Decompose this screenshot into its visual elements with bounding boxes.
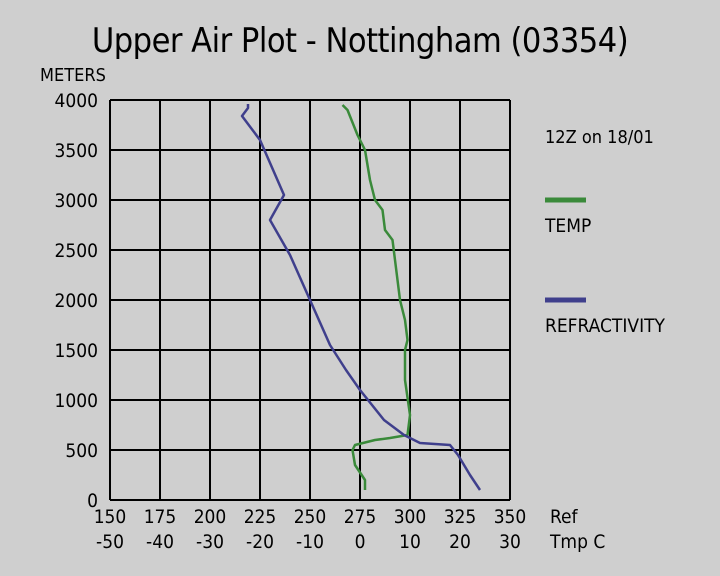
y-tick-label: 2000 bbox=[55, 290, 99, 312]
x-tick-label: -30 bbox=[196, 531, 224, 553]
x-tick-label: 10 bbox=[399, 531, 421, 553]
x-tick-label: 300 bbox=[394, 506, 427, 528]
x-axis-label: Ref bbox=[550, 506, 579, 528]
legend-label: REFRACTIVITY bbox=[545, 315, 666, 337]
x-tick-label: -20 bbox=[246, 531, 274, 553]
x-tick-label: -40 bbox=[146, 531, 174, 553]
y-tick-label: 4000 bbox=[55, 90, 99, 112]
series-line-refractivity bbox=[240, 104, 482, 491]
y-tick-label: 2500 bbox=[55, 240, 99, 262]
y-tick-label: 3000 bbox=[55, 190, 99, 212]
y-axis-label: METERS bbox=[40, 65, 106, 86]
series-layer bbox=[240, 104, 482, 491]
x-tick-label: 275 bbox=[344, 506, 377, 528]
x-axis-ticks: 150 175 200 225 250 275 300 325 350 Ref-50 -40 -30-… bbox=[94, 506, 606, 553]
x-tick-label: 225 bbox=[244, 506, 277, 528]
y-tick-label: 1000 bbox=[55, 390, 99, 412]
x-tick-label: -50 bbox=[96, 531, 124, 553]
x-tick-label: 350 bbox=[494, 506, 527, 528]
x-tick-label: 0 bbox=[355, 531, 366, 553]
x-tick-label: 20 bbox=[449, 531, 471, 553]
legend: TEMP REFRACTIVITY bbox=[544, 197, 666, 337]
x-axis-label: Tmp C bbox=[549, 531, 605, 553]
y-tick-label: 3500 bbox=[55, 140, 99, 162]
chart-title: Upper Air Plot - Nottingham (03354) bbox=[92, 21, 628, 61]
time-annotation: 12Z on 18/01 bbox=[545, 127, 654, 148]
legend-label: TEMP bbox=[544, 215, 591, 237]
y-tick-label: 1500 bbox=[55, 340, 99, 362]
x-tick-label: 150 bbox=[94, 506, 127, 528]
y-tick-label: 500 bbox=[65, 440, 98, 462]
x-tick-label: -10 bbox=[296, 531, 324, 553]
x-tick-label: 325 bbox=[444, 506, 477, 528]
x-tick-label: 200 bbox=[194, 506, 227, 528]
x-tick-label: 250 bbox=[294, 506, 327, 528]
y-tick-label: 0 bbox=[87, 490, 98, 512]
x-tick-label: 175 bbox=[144, 506, 177, 528]
series-line-temp bbox=[341, 104, 412, 490]
x-tick-label: 30 bbox=[499, 531, 521, 553]
y-axis-ticks: 0 500 1000 1500 2000 2500 3000 3500 4000 bbox=[55, 90, 99, 512]
